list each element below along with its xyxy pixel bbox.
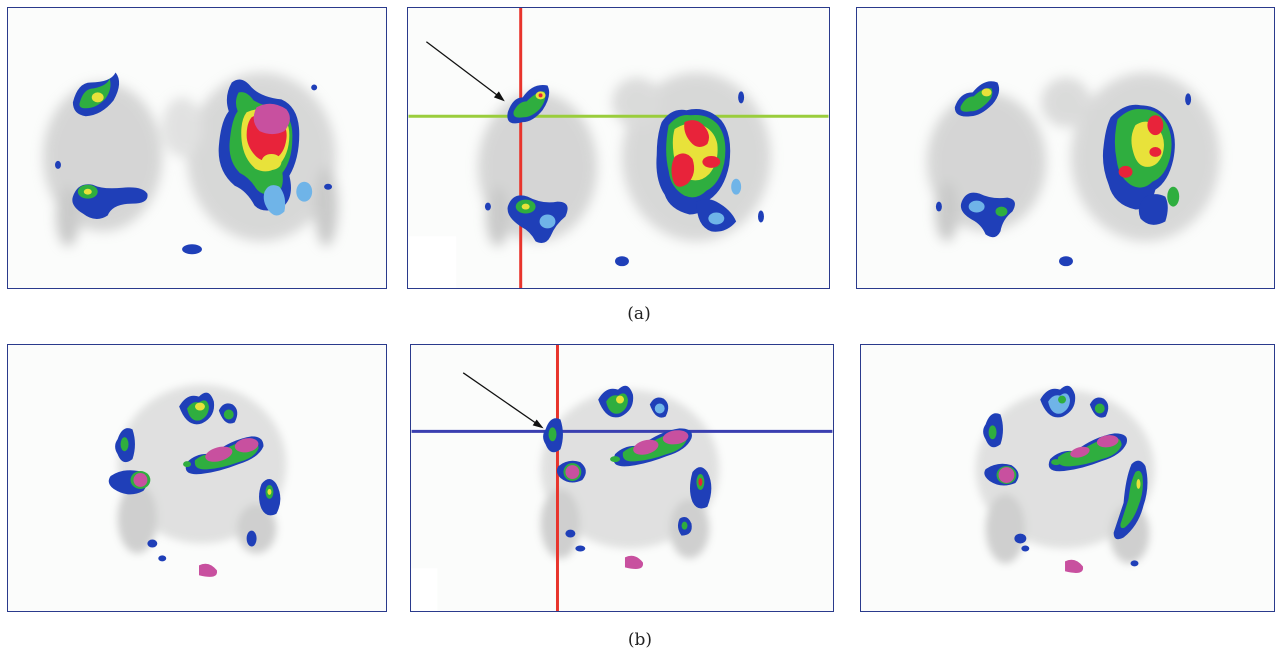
arrow-annotation <box>425 41 505 102</box>
hotspot-center <box>183 436 264 475</box>
hotspot-left-lower <box>507 195 568 243</box>
hotspot-bottom <box>147 539 218 577</box>
hotspot-left-lower <box>960 192 1015 238</box>
hotspot-left-lower <box>72 184 148 220</box>
hotspot-left <box>108 428 151 495</box>
hotspot-bottom <box>565 529 644 569</box>
hotspot-right <box>246 478 281 547</box>
hotspot-right <box>677 467 712 536</box>
corner-mask <box>411 568 438 611</box>
panel-b-left <box>7 344 387 612</box>
hotspot-center <box>610 428 692 467</box>
hotspot-left <box>983 413 1019 486</box>
scan-image-b-left <box>108 384 287 577</box>
hotspot-left-upper <box>72 72 120 117</box>
hotspot-right-main <box>218 79 313 216</box>
scan-image-b-center <box>411 345 833 611</box>
caption-row-b: (b) <box>627 630 653 650</box>
hotspot-bottom <box>1014 533 1139 573</box>
caption-row-a: (a) <box>627 304 651 324</box>
hotspot-top <box>598 385 669 418</box>
panel-a-right <box>856 7 1275 289</box>
scan-image-a-center <box>408 8 829 288</box>
small-hotspots <box>484 91 764 267</box>
panel-b-right <box>860 344 1275 612</box>
scan-image-a-left <box>43 72 338 255</box>
corner-mask <box>408 236 457 288</box>
hotspot-right <box>1113 460 1148 540</box>
hotspot-right-main <box>1102 104 1180 225</box>
scan-image-b-right <box>975 385 1155 573</box>
hotspot-center <box>1048 433 1128 472</box>
hotspot-top <box>1040 385 1109 418</box>
hotspot-left-upper <box>954 81 1000 117</box>
hotspot-left <box>543 418 586 483</box>
scan-image-a-right <box>926 72 1220 267</box>
hotspot-top <box>179 392 238 425</box>
panel-a-center <box>407 7 830 289</box>
panel-a-left <box>7 7 387 289</box>
panel-b-center <box>410 344 834 612</box>
small-hotspots <box>935 93 1192 267</box>
hotspot-right-main <box>656 109 742 232</box>
hotspot-left-upper <box>507 84 550 124</box>
small-hotspots <box>55 84 333 255</box>
arrow-annotation <box>462 372 544 429</box>
